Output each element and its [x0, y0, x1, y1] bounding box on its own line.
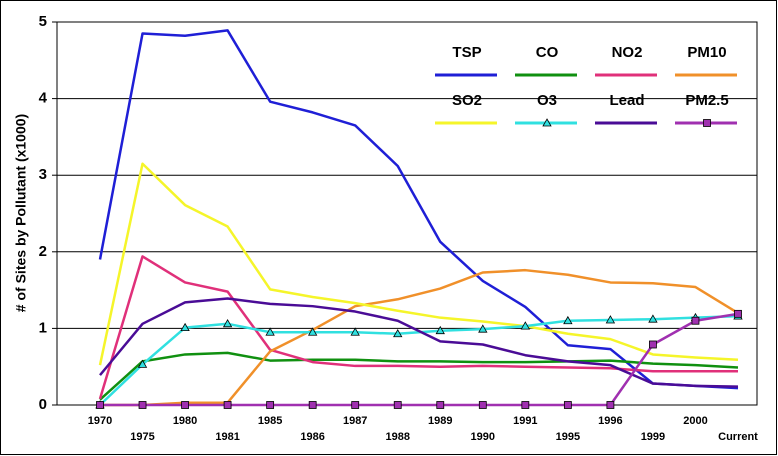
data-point	[435, 325, 445, 335]
data-point	[137, 359, 148, 368]
x-tick-label: 1980	[173, 415, 197, 427]
data-point	[648, 314, 658, 323]
legend-label: SO2	[452, 92, 482, 109]
data-point	[521, 401, 530, 409]
series-line	[98, 255, 738, 400]
data-point	[436, 401, 445, 409]
data-point	[265, 327, 275, 336]
y-tick-label: 4	[39, 90, 48, 107]
series-line	[98, 162, 739, 366]
data-point	[478, 401, 487, 409]
data-point	[649, 340, 657, 349]
data-point	[606, 401, 615, 409]
legend-label: Lead	[609, 92, 644, 109]
x-tick-label: 1970	[88, 415, 112, 427]
data-point	[393, 328, 403, 338]
series-line	[100, 268, 739, 407]
data-point	[308, 401, 317, 409]
data-point	[181, 401, 189, 409]
x-tick-label: Current	[718, 431, 758, 443]
x-tick-label: 1975	[130, 431, 154, 443]
x-tick-label: 1999	[641, 431, 665, 443]
data-point	[351, 401, 360, 409]
legend-label: PM10	[687, 44, 726, 61]
data-point	[734, 309, 742, 318]
data-point	[222, 318, 233, 328]
legend-label: CO	[536, 44, 559, 61]
y-tick-label: 0	[39, 396, 47, 413]
data-point	[307, 327, 318, 336]
data-point	[605, 315, 616, 324]
legend-label: TSP	[452, 44, 481, 61]
legend-label: NO2	[612, 44, 643, 61]
x-tick-label: 1990	[471, 431, 495, 443]
data-point	[180, 322, 190, 332]
data-point	[520, 321, 531, 330]
y-axis-label: # of Sites by Pollutant (x1000)	[13, 114, 29, 312]
series-line	[99, 351, 739, 401]
legend-marker	[542, 118, 552, 127]
x-tick-label: 1986	[300, 431, 324, 443]
x-tick-label: 1981	[215, 431, 239, 443]
x-tick-label: 1996	[598, 415, 622, 427]
legend-label: PM2.5	[685, 92, 728, 109]
data-point	[350, 327, 360, 336]
data-point	[223, 401, 232, 409]
y-tick-label: 5	[39, 13, 47, 30]
x-tick-label: 1991	[513, 415, 537, 427]
legend-label: O3	[537, 92, 557, 109]
data-point	[266, 401, 275, 409]
data-point	[691, 316, 700, 325]
x-tick-label: 1988	[385, 431, 409, 443]
y-tick-label: 1	[39, 319, 47, 336]
data-point	[96, 401, 104, 409]
legend-marker	[703, 119, 711, 127]
data-point	[393, 401, 402, 409]
y-tick-label: 2	[39, 243, 47, 260]
data-point	[563, 401, 572, 409]
data-point	[563, 315, 573, 325]
series-line	[100, 312, 739, 407]
x-tick-label: 2000	[683, 415, 707, 427]
x-tick-label: 1989	[428, 415, 452, 427]
data-point	[478, 324, 488, 333]
x-tick-label: 1987	[343, 415, 367, 427]
x-tick-label: 1985	[258, 415, 282, 427]
y-tick-label: 3	[39, 166, 47, 183]
data-point	[138, 401, 147, 409]
series-line	[98, 29, 739, 390]
x-tick-label: 1995	[556, 431, 580, 443]
